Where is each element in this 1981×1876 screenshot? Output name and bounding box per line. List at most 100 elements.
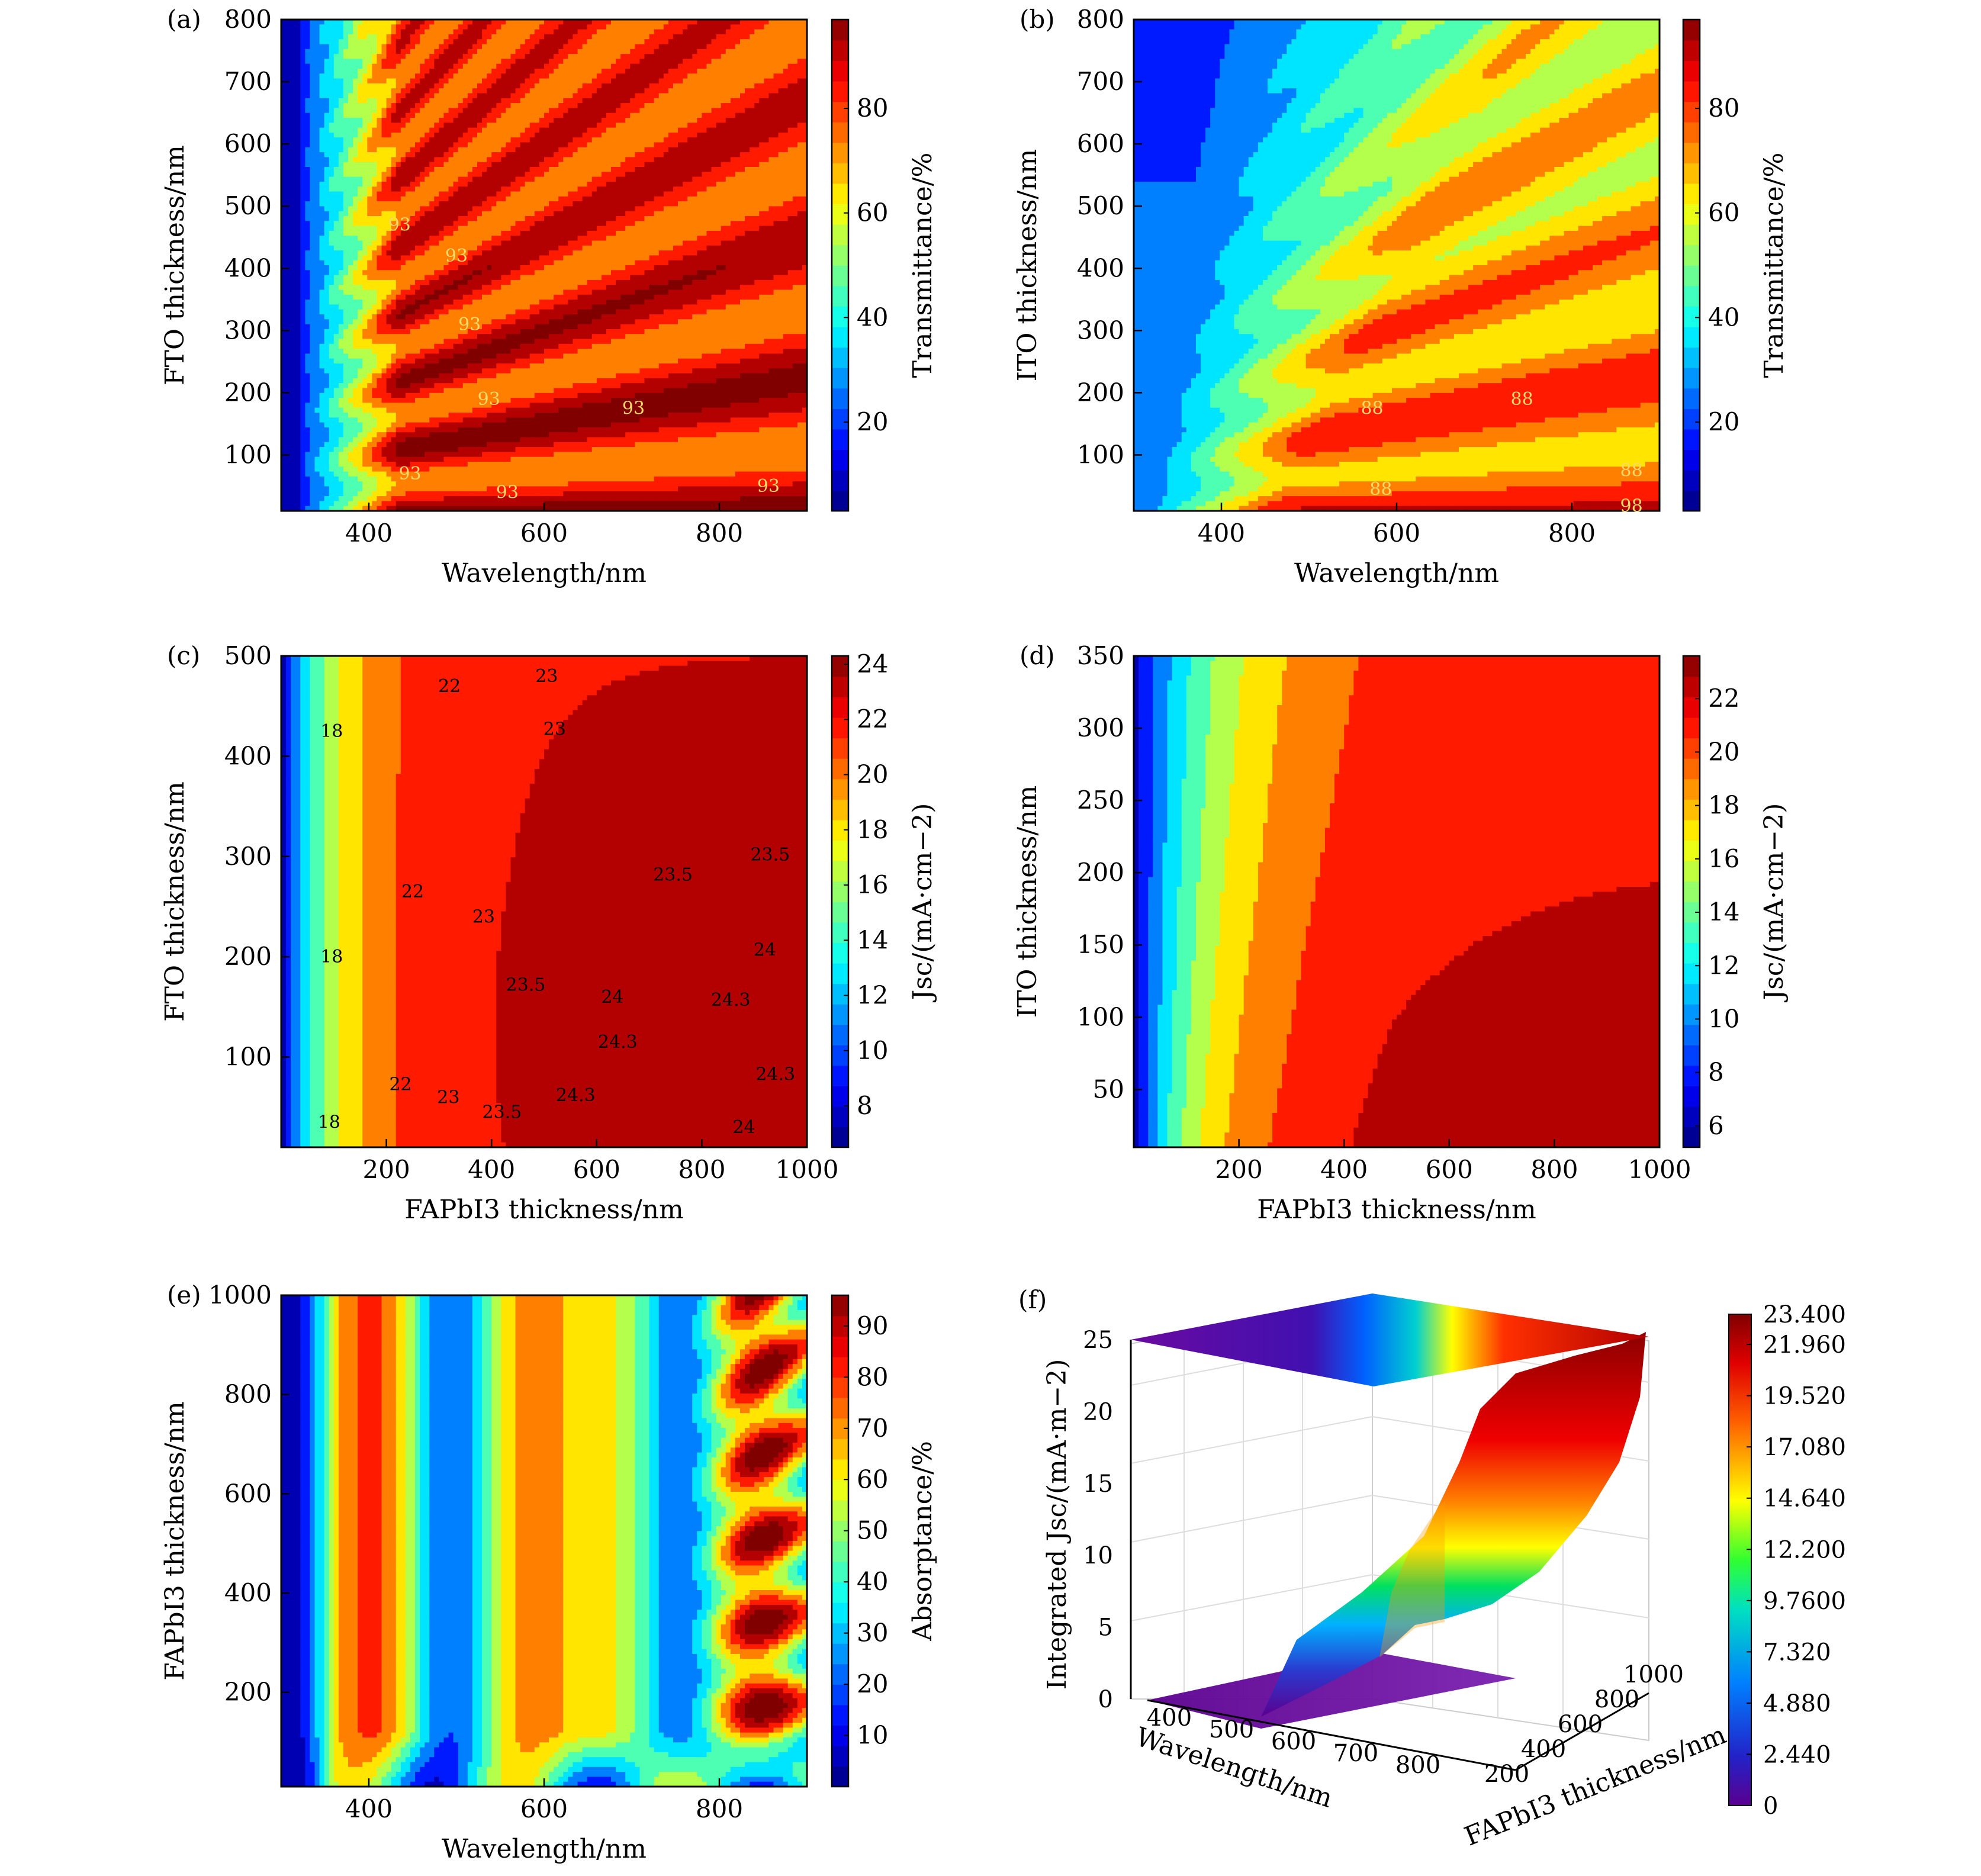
heatmap-cell bbox=[730, 157, 736, 163]
heatmap-cell bbox=[291, 54, 297, 60]
heatmap-cell bbox=[730, 29, 736, 35]
heatmap-cell bbox=[730, 59, 736, 65]
heatmap-cell bbox=[525, 132, 530, 138]
heatmap-cell bbox=[591, 69, 597, 75]
heatmap-cell bbox=[558, 201, 564, 207]
heatmap-cell bbox=[386, 39, 392, 45]
heatmap-cell bbox=[310, 59, 316, 65]
heatmap-cell bbox=[372, 137, 378, 143]
heatmap-cell bbox=[721, 157, 726, 163]
heatmap-cell bbox=[754, 216, 760, 222]
heatmap-cell bbox=[324, 20, 330, 25]
heatmap-cell bbox=[735, 123, 741, 128]
heatmap-cell bbox=[329, 191, 335, 197]
heatmap-cell bbox=[802, 78, 807, 84]
heatmap-cell bbox=[429, 44, 435, 50]
heatmap-cell bbox=[415, 88, 420, 94]
heatmap-cell bbox=[596, 34, 602, 40]
heatmap-cell bbox=[797, 88, 803, 94]
heatmap-cell bbox=[754, 98, 760, 104]
heatmap-cell bbox=[391, 83, 397, 89]
heatmap-cell bbox=[721, 54, 726, 60]
heatmap-cell bbox=[286, 54, 291, 60]
heatmap-cell bbox=[630, 216, 636, 222]
heatmap-cell bbox=[477, 29, 483, 35]
heatmap-cell bbox=[372, 226, 378, 231]
heatmap-cell bbox=[730, 83, 736, 89]
heatmap-cell bbox=[649, 127, 655, 133]
heatmap-cell bbox=[386, 112, 392, 118]
heatmap-cell bbox=[620, 230, 626, 236]
heatmap-cell bbox=[787, 167, 793, 173]
heatmap-cell bbox=[415, 201, 420, 207]
heatmap-cell bbox=[458, 118, 464, 124]
heatmap-cell bbox=[739, 73, 745, 79]
heatmap-cell bbox=[501, 167, 507, 173]
heatmap-cell bbox=[539, 176, 545, 182]
heatmap-cell bbox=[281, 98, 287, 104]
heatmap-cell bbox=[620, 162, 626, 168]
heatmap-cell bbox=[305, 123, 311, 128]
heatmap-cell bbox=[506, 167, 512, 173]
heatmap-cell bbox=[534, 49, 540, 54]
heatmap-cell bbox=[362, 142, 368, 148]
heatmap-cell bbox=[797, 206, 803, 212]
heatmap-cell bbox=[792, 172, 798, 178]
heatmap-cell bbox=[591, 34, 597, 40]
heatmap-cell bbox=[467, 142, 473, 148]
heatmap-cell bbox=[606, 20, 612, 25]
heatmap-cell bbox=[391, 162, 397, 168]
heatmap-cell bbox=[668, 29, 674, 35]
heatmap-cell bbox=[295, 112, 301, 118]
heatmap-cell bbox=[687, 118, 693, 124]
heatmap-cell bbox=[702, 137, 708, 143]
heatmap-cell bbox=[300, 123, 306, 128]
heatmap-cell bbox=[329, 73, 335, 79]
heatmap-cell bbox=[534, 230, 540, 236]
heatmap-cell bbox=[802, 83, 807, 89]
heatmap-cell bbox=[487, 201, 492, 207]
heatmap-cell bbox=[725, 29, 731, 35]
heatmap-cell bbox=[745, 147, 750, 153]
heatmap-cell bbox=[750, 118, 755, 124]
heatmap-cell bbox=[405, 69, 411, 75]
heatmap-cell bbox=[778, 98, 784, 104]
heatmap-cell bbox=[792, 181, 798, 187]
heatmap-cell bbox=[305, 88, 311, 94]
heatmap-cell bbox=[692, 118, 698, 124]
heatmap-cell bbox=[424, 73, 430, 79]
heatmap-cell bbox=[787, 211, 793, 217]
heatmap-cell bbox=[754, 236, 760, 242]
heatmap-cell bbox=[410, 157, 416, 163]
heatmap-cell bbox=[348, 201, 353, 207]
heatmap-cell bbox=[745, 112, 750, 118]
heatmap-cell bbox=[487, 83, 492, 89]
heatmap-cell bbox=[367, 206, 373, 212]
heatmap-cell bbox=[338, 186, 344, 192]
heatmap-cell bbox=[573, 44, 578, 50]
heatmap-cell bbox=[286, 24, 291, 30]
heatmap-cell bbox=[706, 98, 712, 104]
heatmap-cell bbox=[529, 157, 535, 163]
heatmap-cell bbox=[673, 132, 678, 138]
heatmap-cell bbox=[764, 73, 770, 79]
heatmap-cell bbox=[735, 39, 741, 45]
heatmap-cell bbox=[420, 132, 425, 138]
heatmap-cell bbox=[501, 88, 507, 94]
heatmap-cell bbox=[443, 196, 449, 202]
heatmap-cell bbox=[658, 181, 664, 187]
heatmap-cell bbox=[487, 147, 492, 153]
heatmap-cell bbox=[343, 147, 349, 153]
heatmap-cell bbox=[286, 216, 291, 222]
heatmap-cell bbox=[281, 39, 287, 45]
heatmap-cell bbox=[702, 39, 708, 45]
heatmap-cell bbox=[663, 137, 669, 143]
heatmap-cell bbox=[620, 142, 626, 148]
heatmap-cell bbox=[458, 112, 464, 118]
heatmap-cell bbox=[305, 103, 311, 109]
heatmap-cell bbox=[400, 54, 406, 60]
heatmap-cell bbox=[577, 157, 583, 163]
heatmap-cell bbox=[310, 216, 316, 222]
heatmap-cell bbox=[443, 29, 449, 35]
heatmap-cell bbox=[721, 127, 726, 133]
